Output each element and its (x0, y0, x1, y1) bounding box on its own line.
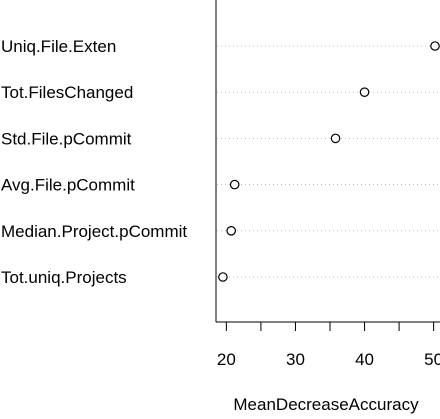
plot-frame (215, 0, 440, 323)
variable-label: Uniq.File.Exten (1, 37, 116, 56)
variable-labels: Uniq.File.Exten Tot.FilesChanged Std.File.… (1, 37, 187, 287)
x-tick-label: 30 (286, 350, 305, 369)
variable-label: Avg.File.pCommit (1, 176, 135, 195)
variable-label: Tot.FilesChanged (1, 83, 133, 102)
x-tick-label: 40 (355, 350, 374, 369)
x-tick-label: 20 (217, 350, 236, 369)
data-point (229, 179, 240, 190)
data-point (359, 87, 370, 97)
x-axis: 20 30 40 50 (217, 322, 440, 369)
variable-label: Std.File.pCommit (1, 129, 132, 148)
data-point (430, 41, 440, 51)
data-point (226, 226, 236, 236)
data-point (218, 272, 228, 282)
variable-label: Median.Project.pCommit (1, 222, 187, 241)
data-point (330, 133, 341, 144)
variable-label: Tot.uniq.Projects (1, 268, 127, 287)
gridlines (217, 45, 440, 278)
x-axis-title: MeanDecreaseAccuracy (233, 395, 419, 414)
x-tick-label: 50 (424, 350, 440, 369)
data-points (218, 41, 440, 282)
